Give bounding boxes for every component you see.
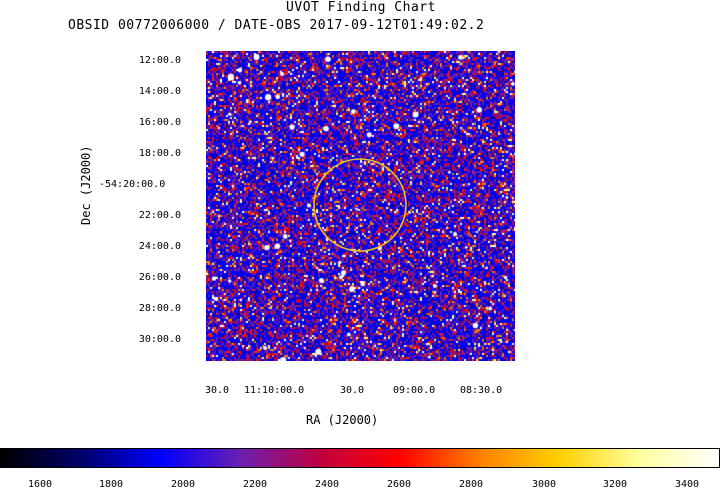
source-region-circle xyxy=(313,158,407,252)
colorbar-tick: 2600 xyxy=(386,479,412,490)
colorbar-tick: 3400 xyxy=(674,479,700,490)
dec-tick: 14:00.0 xyxy=(138,86,181,97)
dec-tick: 24:00.0 xyxy=(138,241,181,252)
chart-subtitle: OBSID 00772006000 / DATE-OBS 2017-09-12T… xyxy=(68,18,485,33)
colorbar-tick: 3000 xyxy=(531,479,557,490)
colorbar-tick: 1600 xyxy=(27,479,53,490)
colorbar-tick: 2400 xyxy=(314,479,340,490)
x-axis-label: RA (J2000) xyxy=(306,413,379,427)
ra-tick: 08:30.0 xyxy=(460,385,503,396)
dec-tick: 18:00.0 xyxy=(138,148,181,159)
dec-tick: 28:00.0 xyxy=(138,303,181,314)
sky-noise-canvas xyxy=(206,51,515,361)
colorbar-tick: 2200 xyxy=(242,479,268,490)
ra-tick: 30.0 xyxy=(340,385,365,396)
dec-tick: -54:20:00.0 xyxy=(99,179,166,190)
ra-tick: 09:00.0 xyxy=(393,385,436,396)
colorbar-tick: 3200 xyxy=(602,479,628,490)
dec-tick: 30:00.0 xyxy=(138,334,181,345)
dec-tick: 22:00.0 xyxy=(138,210,181,221)
colorbar-tick: 1800 xyxy=(98,479,124,490)
colorbar xyxy=(0,448,720,468)
dec-tick: 16:00.0 xyxy=(138,117,181,128)
ra-tick: 30.0 xyxy=(205,385,230,396)
colorbar-tick: 2000 xyxy=(170,479,196,490)
chart-title: UVOT Finding Chart xyxy=(286,0,436,15)
colorbar-tick: 2800 xyxy=(458,479,484,490)
sky-image xyxy=(206,51,515,361)
ra-tick: 11:10:00.0 xyxy=(244,385,305,396)
dec-tick: 12:00.0 xyxy=(138,55,181,66)
dec-tick: 26:00.0 xyxy=(138,272,181,283)
overlay-svg xyxy=(313,158,407,252)
y-axis-label: Dec (J2000) xyxy=(79,145,93,225)
